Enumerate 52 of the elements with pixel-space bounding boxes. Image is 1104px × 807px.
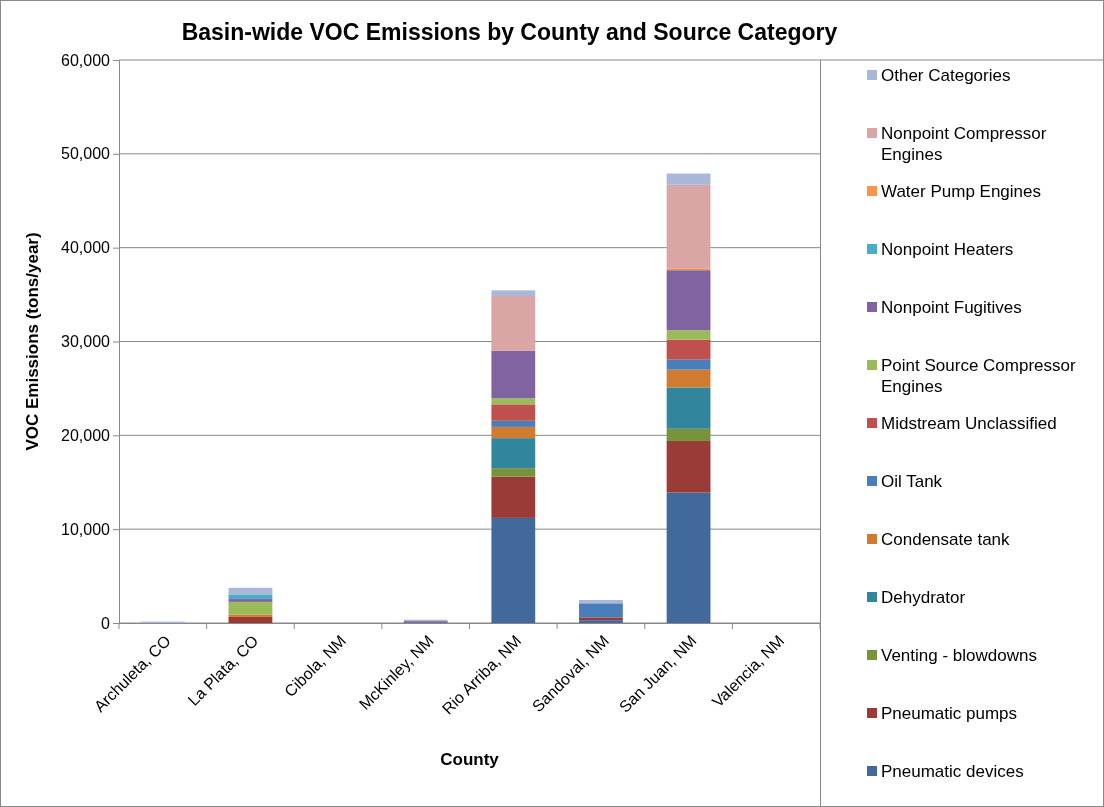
legend-label: Dehydrator [881,588,966,607]
bar [666,339,711,360]
legend-label: Venting - blowdowns [881,646,1037,665]
legend-label: Condensate tank [881,530,1011,549]
bar [666,492,711,623]
bar [491,398,536,405]
bar [491,468,536,477]
bar [666,359,711,370]
bar [666,428,711,441]
bar [666,330,711,340]
y-tick-label: 20,000 [61,426,111,444]
legend-label: Point Source Compressor Engines [881,356,1076,396]
legend-label: Water Pump Engines [881,182,1041,201]
bar [228,616,273,623]
bar [228,594,273,600]
bar [666,184,711,269]
bar [666,270,711,331]
legend-label: Pneumatic pumps [881,704,1018,723]
bar [491,517,536,623]
bar [228,601,273,615]
y-tick-label: 40,000 [61,239,111,257]
bar [491,350,536,399]
legend-label: Midstream Unclassified [881,414,1057,433]
bar [666,387,711,429]
bar [491,404,536,421]
bar [491,426,536,439]
y-tick-label: 30,000 [61,333,111,351]
bar [666,173,711,185]
bar [491,476,536,518]
y-axis-title: VOC Emissions (tons/year) [23,232,42,451]
bar [491,295,536,351]
bar [491,290,536,296]
legend-label: Nonpoint Compressor Engines [881,124,1047,164]
legend-label: Nonpoint Heaters [881,240,1014,259]
legend-label: Oil Tank [881,472,943,491]
y-tick-label: 10,000 [61,520,111,538]
bar [579,603,623,618]
bar [228,587,273,595]
bar [579,600,623,604]
bar [228,599,273,602]
bar [666,369,711,388]
y-tick-label: 60,000 [61,51,111,69]
bar [666,440,711,493]
chart-title: Basin-wide VOC Emissions by County and Source Category [181,19,838,45]
legend-label: Other Categories [881,66,1011,85]
legend-label: Pneumatic devices [881,762,1024,781]
bar [491,438,536,469]
legend-label: Nonpoint Fugitives [881,298,1022,317]
bar [491,420,536,427]
y-tick-label: 0 [101,614,111,632]
x-axis-title: County [440,750,500,769]
y-tick-label: 50,000 [61,145,111,163]
